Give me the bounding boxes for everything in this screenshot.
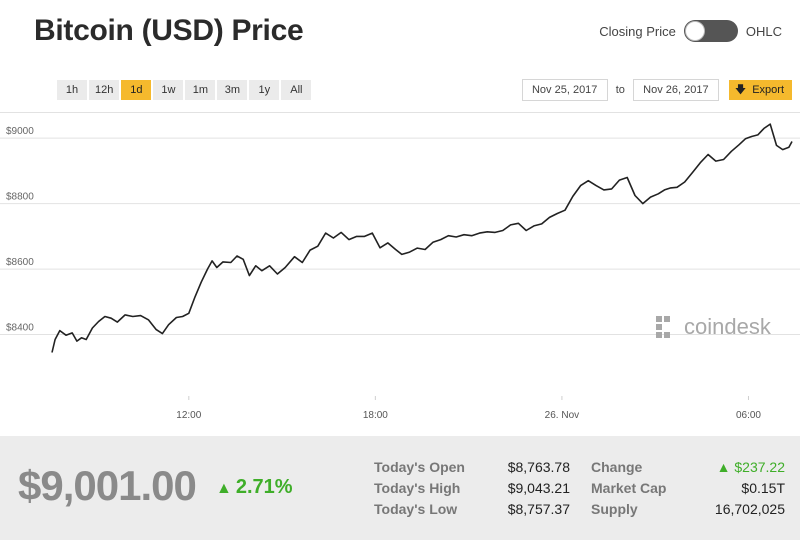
change-percent-value: 2.71%	[235, 476, 293, 498]
y-tick-label: $8400	[6, 323, 34, 334]
stat-label: Change	[591, 459, 643, 475]
range-button-1w[interactable]: 1w	[153, 80, 184, 100]
export-button[interactable]: 🡇 Export	[728, 80, 792, 100]
closing-price-label[interactable]: Closing Price	[599, 23, 676, 39]
x-axis-labels: 12:00 18:00 26. Nov 06:00	[176, 396, 761, 421]
range-button-1d[interactable]: 1d	[121, 80, 152, 100]
range-button-1y[interactable]: 1y	[249, 80, 280, 100]
date-to-label: to	[615, 84, 625, 96]
y-tick-label: $9000	[6, 126, 34, 137]
y-tick-label: $8800	[6, 192, 34, 203]
stat-label: Today's Open	[374, 459, 465, 475]
stats-right: Change ▲ $237.22 Market Cap $0.15T Suppl…	[591, 457, 785, 520]
y-axis-labels: $8400 $8600 $8800 $9000	[6, 126, 34, 333]
ohlc-label[interactable]: OHLC	[745, 23, 782, 39]
stat-row-open: Today's Open $8,763.78	[374, 457, 570, 478]
stat-row-supply: Supply 16,702,025	[591, 499, 785, 520]
x-tick-label: 26. Nov	[545, 410, 579, 421]
page-title: Bitcoin (USD) Price	[34, 14, 304, 47]
price-mode-toggle[interactable]	[683, 20, 738, 42]
stats-left: Today's Open $8,763.78 Today's High $9,0…	[374, 457, 570, 520]
toggle-knob	[684, 21, 705, 41]
stat-row-change: Change ▲ $237.22	[591, 457, 785, 478]
price-summary-panel: $9,001.00 ▲ 2.71% Today's Open $8,763.78 …	[0, 436, 800, 540]
up-triangle-icon: ▲	[216, 480, 232, 497]
time-range-selector: 1h 12h 1d 1w 1m 3m 1y All	[57, 80, 312, 100]
coindesk-logo-icon	[656, 316, 678, 338]
range-button-all[interactable]: All	[281, 80, 312, 100]
change-percent: ▲ 2.71%	[216, 476, 293, 499]
stat-row-low: Today's Low $8,757.37	[374, 499, 570, 520]
stat-value: $9,043.21	[507, 480, 570, 496]
range-button-1m[interactable]: 1m	[185, 80, 216, 100]
stat-value: $8,757.37	[507, 501, 570, 517]
stat-value: ▲ $237.22	[716, 459, 785, 475]
stat-row-high: Today's High $9,043.21	[374, 478, 570, 499]
stat-label: Market Cap	[591, 480, 667, 496]
watermark-text: coindesk	[684, 314, 771, 339]
stat-value: $8,763.78	[507, 459, 570, 475]
x-tick-label: 12:00	[176, 410, 201, 421]
x-tick-label: 18:00	[363, 410, 388, 421]
stat-label: Today's High	[374, 480, 461, 496]
stat-row-market-cap: Market Cap $0.15T	[591, 478, 785, 499]
start-date-input[interactable]	[521, 79, 608, 101]
range-button-3m[interactable]: 3m	[217, 80, 248, 100]
price-mode-toggle-group: Closing Price OHLC	[599, 20, 782, 42]
download-arrow-icon: 🡇	[734, 84, 747, 96]
stat-value: 16,702,025	[714, 501, 785, 517]
coindesk-watermark: coindesk	[656, 314, 771, 340]
price-series-line	[51, 123, 793, 353]
current-price: $9,001.00	[18, 462, 197, 509]
range-button-1h[interactable]: 1h	[57, 80, 87, 100]
range-button-12h[interactable]: 12h	[89, 80, 120, 100]
stat-label: Supply	[591, 501, 638, 517]
export-label: Export	[752, 84, 784, 96]
price-chart[interactable]: $8400 $8600 $8800 $9000 12:00 18:00 26. Nov 06…	[0, 112, 800, 430]
end-date-input[interactable]	[632, 79, 719, 101]
stat-value: $0.15T	[741, 480, 785, 496]
date-range: to 🡇 Export	[521, 79, 792, 101]
stat-label: Today's Low	[374, 501, 458, 517]
y-tick-label: $8600	[6, 257, 34, 268]
chart-grid	[0, 112, 800, 336]
x-tick-label: 06:00	[736, 410, 761, 421]
